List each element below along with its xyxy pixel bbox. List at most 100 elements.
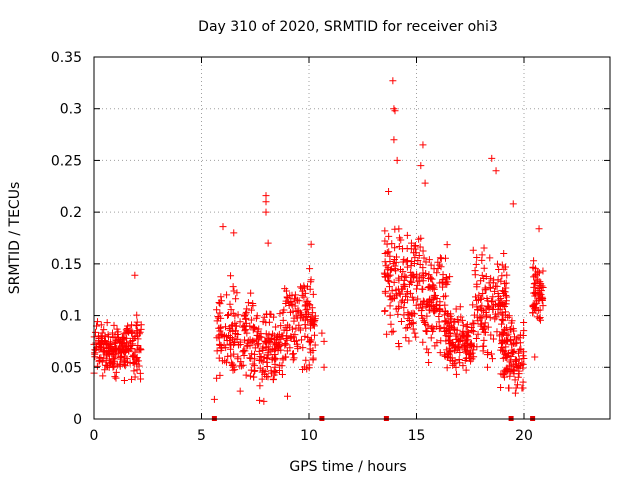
- data-point: [402, 258, 410, 266]
- data-point: [395, 343, 403, 351]
- data-point: [386, 252, 394, 260]
- data-point: [497, 294, 505, 302]
- data-point: [458, 316, 466, 324]
- data-point: [519, 360, 527, 368]
- data-point: [276, 310, 284, 318]
- data-point: [381, 287, 389, 295]
- data-point: [128, 375, 136, 383]
- data-point: [118, 343, 126, 351]
- data-point: [309, 290, 317, 298]
- data-point: [400, 311, 408, 319]
- data-point: [100, 347, 108, 355]
- data-point: [225, 331, 233, 339]
- data-point: [492, 313, 500, 321]
- data-point: [488, 297, 496, 305]
- data-point: [505, 312, 513, 320]
- data-point: [501, 350, 509, 358]
- data-point: [92, 346, 100, 354]
- data-point: [456, 359, 464, 367]
- data-point: [226, 300, 234, 308]
- data-point: [489, 305, 497, 313]
- data-point: [307, 348, 315, 356]
- data-point: [409, 325, 417, 333]
- data-point: [461, 340, 469, 348]
- data-point: [411, 329, 419, 337]
- data-point: [280, 306, 288, 314]
- data-point: [240, 351, 248, 359]
- data-point: [463, 349, 471, 357]
- data-point: [231, 312, 239, 320]
- data-point: [118, 333, 126, 341]
- data-point: [451, 344, 459, 352]
- data-point: [102, 339, 110, 347]
- data-point: [497, 277, 505, 285]
- data-point: [386, 311, 394, 319]
- data-point: [255, 325, 263, 333]
- data-point: [442, 292, 450, 300]
- data-point: [267, 347, 275, 355]
- data-point: [446, 356, 454, 364]
- data-point: [386, 292, 394, 300]
- data-point: [116, 354, 124, 362]
- data-point: [286, 344, 294, 352]
- data-point: [294, 307, 302, 315]
- data-point: [133, 327, 141, 335]
- data-point: [508, 362, 516, 370]
- data-point: [387, 320, 395, 328]
- data-point: [489, 293, 497, 301]
- data-point: [385, 248, 393, 256]
- data-point: [395, 274, 403, 282]
- y-tick-label: 0.15: [51, 257, 82, 273]
- data-point: [244, 341, 252, 349]
- data-point: [478, 320, 486, 328]
- data-point: [241, 311, 249, 319]
- data-point: [303, 305, 311, 313]
- data-point: [464, 336, 472, 344]
- data-point: [498, 272, 506, 280]
- data-point: [469, 301, 477, 309]
- data-point: [430, 325, 438, 333]
- data-point: [484, 303, 492, 311]
- data-point: [217, 293, 225, 301]
- data-point: [231, 339, 239, 347]
- data-point: [485, 279, 493, 287]
- data-point: [275, 366, 283, 374]
- data-point: [470, 320, 478, 328]
- data-point: [419, 247, 427, 255]
- data-point: [126, 337, 134, 345]
- data-point: [479, 347, 487, 355]
- data-point: [269, 376, 277, 384]
- data-point: [397, 236, 405, 244]
- data-point: [381, 307, 389, 315]
- data-point: [419, 338, 427, 346]
- data-point: [503, 271, 511, 279]
- data-point: [210, 395, 218, 403]
- y-tick-label: 0.2: [60, 205, 82, 221]
- data-point: [409, 309, 417, 317]
- data-point: [386, 283, 394, 291]
- data-point: [220, 341, 228, 349]
- y-tick-label: 0: [73, 412, 82, 428]
- data-point: [491, 287, 499, 295]
- data-point: [446, 347, 454, 355]
- data-point: [539, 283, 547, 291]
- data-point: [128, 321, 136, 329]
- data-point: [427, 334, 435, 342]
- data-point: [493, 260, 501, 268]
- data-point: [487, 350, 495, 358]
- data-point: [529, 309, 537, 317]
- data-point: [388, 287, 396, 295]
- data-point: [130, 360, 138, 368]
- data-point: [298, 284, 306, 292]
- data-point: [391, 244, 399, 252]
- data-point: [137, 325, 145, 333]
- data-point: [504, 313, 512, 321]
- data-point: [131, 271, 139, 279]
- data-point: [263, 338, 271, 346]
- data-point: [106, 359, 114, 367]
- data-points: [90, 77, 547, 405]
- x-tick-label: 15: [408, 428, 426, 444]
- data-point: [436, 302, 444, 310]
- data-point: [234, 353, 242, 361]
- data-point: [309, 356, 317, 364]
